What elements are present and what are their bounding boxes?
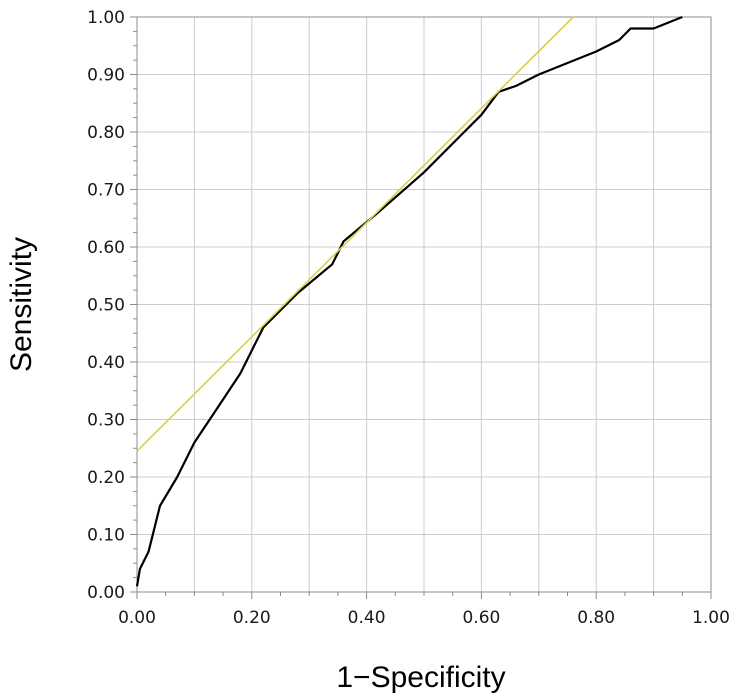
minor-ticks (130, 16, 712, 599)
y-tick-label: 0.80 (87, 123, 125, 143)
y-tick-label: 0.60 (87, 238, 125, 258)
series-layer (135, 15, 683, 587)
y-tick-label: 1.00 (87, 8, 125, 28)
y-tick-label: 0.40 (87, 353, 125, 373)
y-tick-label: 0.50 (87, 296, 125, 316)
x-tick-label: 0.00 (118, 608, 156, 628)
x-tick-label: 0.80 (577, 608, 615, 628)
y-tick-label: 0.90 (87, 66, 125, 86)
roc-curve-line (135, 15, 683, 587)
y-tick-label: 0.10 (87, 526, 125, 546)
y-tick-label: 0.00 (87, 583, 125, 603)
x-tick-label: 1.00 (692, 608, 730, 628)
plot-frame (136, 16, 712, 593)
x-tick-label: 0.40 (348, 608, 386, 628)
x-tick-label: 0.20 (233, 608, 271, 628)
y-tick-label: 0.20 (87, 468, 125, 488)
x-tick-label: 0.60 (462, 608, 500, 628)
reference-line (136, 16, 574, 452)
x-axis-title: 1−Specificity (336, 661, 505, 694)
y-tick-label: 0.30 (87, 411, 125, 431)
y-tick-labels: 0.00 0.10 0.20 0.30 0.40 0.50 0.60 0.70 0.80 0.90… (87, 8, 125, 603)
x-tick-labels: 0.00 0.20 0.40 0.60 0.80 1.00 (118, 608, 730, 628)
y-tick-label: 0.70 (87, 181, 125, 201)
grid-lines (137, 17, 711, 592)
y-axis-title: Sensitivity (5, 237, 38, 372)
